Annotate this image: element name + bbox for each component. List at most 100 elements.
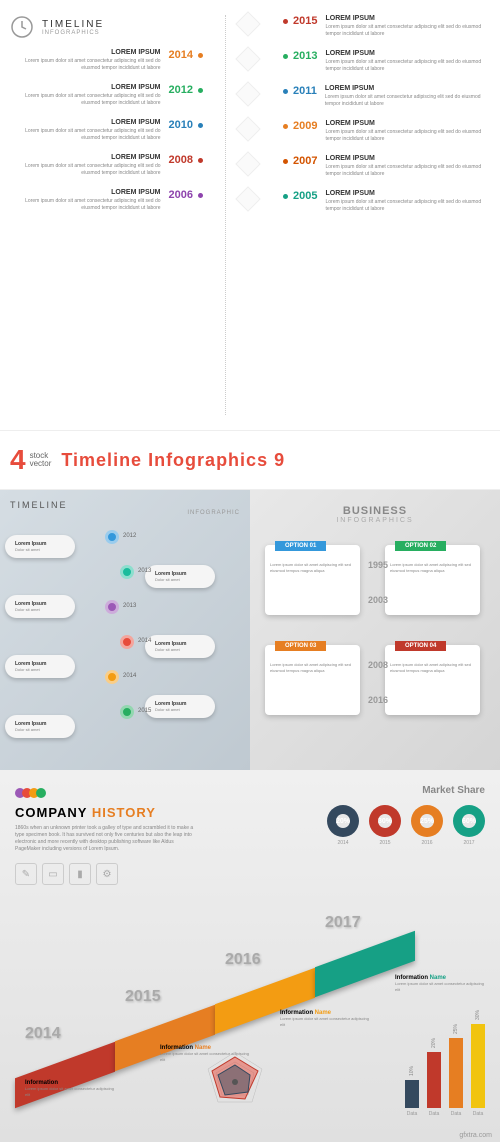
business-cards-panel: BUSINESS INFOGRAPHICS OPTION 01Lorem ips…	[250, 490, 500, 770]
card-year: 2016	[368, 695, 388, 705]
entry-body: Lorem ipsum dolor sit amet consectetur a…	[325, 24, 490, 38]
bubble-card: Lorem IpsumDolor sit amet	[145, 695, 215, 718]
card-tag: OPTION 04	[395, 641, 446, 651]
timeline-node	[105, 530, 119, 544]
year-label: 2008	[161, 154, 221, 166]
folder-icon: ▭	[42, 863, 64, 885]
entry-body: Lorem ipsum dolor sit amet consectetur a…	[10, 198, 161, 212]
icon-row: ✎ ▭ ▮ ⚙	[15, 863, 485, 885]
mr-title: BUSINESS	[260, 505, 490, 517]
info-box: Information NameLorem ipsum dolor sit am…	[25, 1080, 115, 1097]
entry-title: LOREM IPSUM	[325, 85, 490, 92]
timeline-node	[105, 600, 119, 614]
bar-item: 20%Data	[427, 1052, 441, 1117]
ml-title: TIMELINE	[10, 500, 240, 510]
donut-chart: 60%	[453, 805, 485, 837]
year-label: 2014	[161, 49, 221, 61]
timeline-entry: 2009 LOREM IPSUMLorem ipsum dolor sit am…	[231, 120, 490, 143]
option-card: OPTION 01Lorem ipsum dolor sit amet adip…	[265, 545, 360, 615]
chevron-icon	[235, 116, 260, 141]
card-body: Lorem ipsum dolor sit amet adipiscing el…	[270, 562, 355, 573]
card-body: Lorem ipsum dolor sit amet adipiscing el…	[390, 662, 475, 673]
timeline-entry: 2015 LOREM IPSUMLorem ipsum dolor sit am…	[231, 15, 490, 38]
timeline-entry: 2011 LOREM IPSUM Lorem ipsum dolor sit am…	[231, 85, 490, 108]
year-label: 2011	[265, 85, 325, 97]
entry-body: Lorem ipsum dolor sit amet consectetur a…	[325, 199, 490, 213]
donut-chart: 25%	[411, 805, 443, 837]
bar-item: 25% Data	[449, 1038, 463, 1117]
year-label: 2007	[265, 155, 325, 167]
bar: 25%	[449, 1038, 463, 1108]
chevron-icon	[235, 151, 260, 176]
node-year: 2015	[138, 708, 151, 714]
timeline-entry: 2007 LOREM IPSUMLorem ipsum dolor sit am…	[231, 155, 490, 178]
bubble-timeline-panel: TIMELINE INFOGRAPHIC Lorem IpsumDolor si…	[0, 490, 250, 770]
watermark: gfxtra.com	[459, 1132, 492, 1139]
timeline-node	[120, 635, 134, 649]
entry-title: LOREM IPSUM	[325, 50, 490, 57]
node-year: 2014	[123, 673, 136, 679]
company-history-panel: COMPANY HISTORY 1860s when an unknown pr…	[0, 770, 500, 1142]
clock-icon	[10, 15, 34, 39]
banner-stock-label: stock vector	[30, 452, 52, 468]
entry-body: Lorem ipsum dolor sit amet consectetur a…	[325, 94, 490, 108]
donut-year: 2016	[411, 840, 443, 846]
mr-sub: INFOGRAPHICS	[260, 517, 490, 524]
timeline-node	[120, 565, 134, 579]
bar-label: Data	[471, 1111, 485, 1117]
card-year: 1995	[368, 560, 388, 570]
donut-row: 20%201430%201525%201660%2017	[327, 805, 485, 846]
timeline-entry: 2013 LOREM IPSUM Lorem ipsum dolor sit am…	[231, 50, 490, 73]
middle-row: TIMELINE INFOGRAPHIC Lorem IpsumDolor si…	[0, 490, 500, 770]
option-card: OPTION 04Lorem ipsum dolor sit amet adip…	[385, 645, 480, 715]
bar: 10%	[405, 1080, 419, 1108]
entry-body: Lorem ipsum dolor sit amet consectetur a…	[10, 58, 161, 72]
node-year: 2013	[138, 568, 151, 574]
year-label: 2006	[161, 189, 221, 201]
stair-year: 2014	[25, 1025, 61, 1043]
info-box: Information NameLorem ipsum dolor sit am…	[395, 975, 485, 992]
company-body: 1860s when an unknown printer took a gal…	[15, 825, 195, 853]
year-label: 2015	[265, 15, 325, 27]
card-year: 2003	[368, 595, 388, 605]
entry-body: Lorem ipsum dolor sit amet consectetur a…	[325, 164, 490, 178]
radar-chart	[200, 1047, 270, 1117]
card-year: 2008	[368, 660, 388, 670]
chevron-icon	[235, 186, 260, 211]
dot-icon	[36, 788, 46, 798]
donut-chart: 20%	[327, 805, 359, 837]
timeline-entry: 2006 LOREM IPSUMLorem ipsum dolor sit am…	[10, 189, 221, 212]
card-tag: OPTION 02	[395, 541, 446, 551]
card-tag: OPTION 01	[275, 541, 326, 551]
bubble-card: Lorem IpsumDolor sit amet	[145, 565, 215, 588]
option-card: OPTION 02Lorem ipsum dolor sit amet adip…	[385, 545, 480, 615]
chevron-icon	[235, 46, 260, 71]
entry-title: LOREM IPSUM	[325, 120, 490, 127]
edit-icon: ✎	[15, 863, 37, 885]
timeline-entry: 2008 LOREM IPSUMLorem ipsum dolor sit am…	[10, 154, 221, 177]
entry-body: Lorem ipsum dolor sit amet consectetur a…	[325, 59, 490, 73]
bubble-card: Lorem IpsumDolor sit amet	[5, 595, 75, 618]
donut-chart: 30%	[369, 805, 401, 837]
center-divider	[225, 15, 226, 415]
donut-item: 20%2014	[327, 805, 359, 846]
bar-label: Data	[449, 1111, 463, 1117]
bar-label: Data	[427, 1111, 441, 1117]
timeline-node	[120, 705, 134, 719]
entry-body: Lorem ipsum dolor sit amet consectetur a…	[10, 93, 161, 107]
year-label: 2010	[161, 119, 221, 131]
bar: 30%	[471, 1024, 485, 1108]
gear-icon: ⚙	[96, 863, 118, 885]
node-year: 2013	[123, 603, 136, 609]
stair-year: 2016	[225, 951, 261, 969]
chevron-icon	[235, 81, 260, 106]
year-label: 2013	[265, 50, 325, 62]
bubble-card: Lorem IpsumDolor sit amet	[5, 715, 75, 738]
color-dots	[15, 785, 43, 803]
bar-item: 30% Data	[471, 1024, 485, 1117]
banner-number: 4	[10, 444, 26, 476]
bar-chart: 10%Data20%Data25%Data30%Data	[405, 1047, 485, 1117]
entry-body: Lorem ipsum dolor sit amet consectetur a…	[10, 163, 161, 177]
info-box: Information NameLorem ipsum dolor sit am…	[280, 1010, 370, 1027]
entry-title: LOREM IPSUM	[10, 119, 161, 126]
